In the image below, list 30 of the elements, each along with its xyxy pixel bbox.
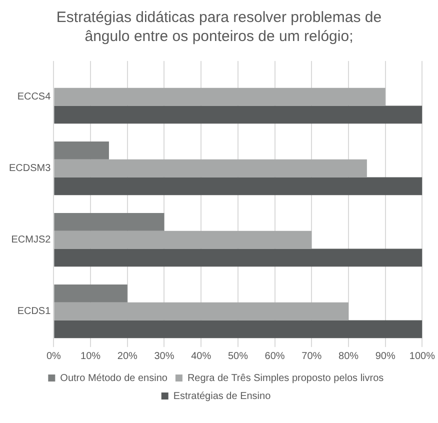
y-tick-label: ECDSM3 [8,163,52,174]
bar [54,320,422,338]
legend-label: Estratégias de Ensino [173,390,272,402]
y-tick-label: ECDS1 [17,306,52,317]
bar [54,88,386,106]
legend-label: Outro Método de ensino [60,372,168,384]
bar [54,230,312,249]
legend-label: Regra de Três Simples proposto pelos livros [187,372,384,384]
y-tick-label: ECCS4 [17,92,52,102]
x-tick-label: 30% [154,350,174,362]
x-tick-label: 90% [375,350,396,362]
bar [54,106,422,124]
x-tick-label: 50% [228,350,248,362]
bar [54,159,367,178]
bar [54,284,128,302]
bar [54,141,109,160]
x-tick-label: 70% [302,350,322,362]
y-tick-label: ECMJS2 [11,234,52,246]
x-tick-label: 40% [191,350,212,362]
x-tick-label: 20% [117,350,138,362]
x-tick-label: 100% [409,350,436,362]
x-tick-label: 60% [264,350,285,362]
x-tick-label: 80% [338,350,359,362]
bar [54,177,422,196]
bar [54,302,349,320]
bar [54,248,422,267]
bar [54,212,164,231]
x-tick-label: 10% [80,350,101,362]
x-tick-label: 0% [46,350,62,362]
chart-title: Estratégias didáticas para resolver problemas de ângulo entre os ponteiros de um relógio; [55,8,383,47]
